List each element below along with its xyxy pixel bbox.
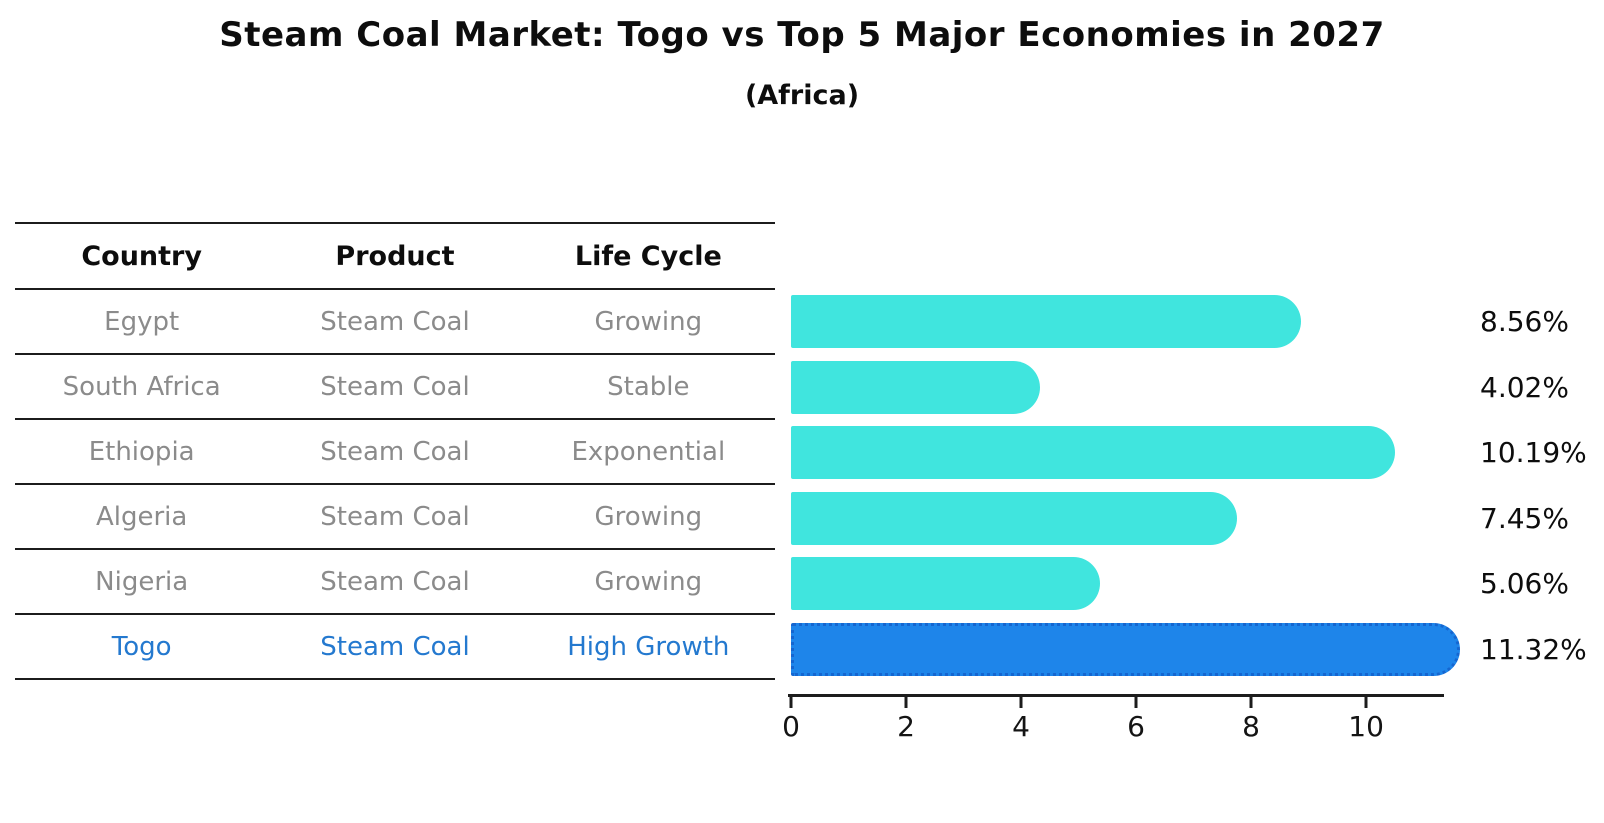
table-row-egypt: Egypt Steam Coal Growing <box>15 290 775 355</box>
x-tick-label-0: 0 <box>782 710 800 743</box>
bar-egypt <box>791 295 1302 348</box>
cell-country-togo: Togo <box>111 631 172 662</box>
table-row-nigeria: Nigeria Steam Coal Growing <box>15 550 775 615</box>
table-row-south-africa: South Africa Steam Coal Stable <box>15 355 775 420</box>
column-header-country: Country <box>81 240 202 272</box>
table-row-togo: Togo Steam Coal High Growth <box>15 615 775 680</box>
value-label-egypt: 8.56% <box>1480 305 1569 338</box>
bar-row-egypt <box>791 289 1442 355</box>
cell-product-nigeria: Steam Coal <box>320 566 470 597</box>
cell-product-egypt: Steam Coal <box>320 306 470 337</box>
bar-row-nigeria <box>791 551 1442 617</box>
x-tick-10 <box>1364 697 1368 708</box>
chart-subtitle: (Africa) <box>744 80 860 111</box>
cell-product-togo: Steam Coal <box>320 631 470 662</box>
bar-nigeria <box>791 557 1100 610</box>
x-tick-0 <box>789 697 793 708</box>
cell-life-cycle-south-africa: Stable <box>607 371 690 402</box>
bar-algeria <box>791 491 1238 545</box>
bar-togo <box>791 622 1460 676</box>
cell-life-cycle-togo: High Growth <box>567 631 730 662</box>
table-header-row: Country Product Life Cycle <box>15 224 775 290</box>
cell-country-south-africa: South Africa <box>62 371 221 402</box>
x-tick-2 <box>904 697 908 708</box>
value-label-algeria: 7.45% <box>1480 501 1569 535</box>
column-header-product: Product <box>335 240 455 272</box>
x-tick-label-10: 10 <box>1348 710 1384 743</box>
x-axis-line <box>788 694 1444 697</box>
cell-life-cycle-algeria: Growing <box>594 501 703 532</box>
comparison-table: Country Product Life Cycle Egypt Steam Coal… <box>15 222 775 680</box>
column-header-life-cycle: Life Cycle <box>574 240 722 272</box>
bar-row-ethiopia <box>791 420 1442 486</box>
bar-row-south-africa <box>791 355 1442 421</box>
x-tick-8 <box>1249 697 1253 708</box>
cell-life-cycle-egypt: Growing <box>594 306 703 337</box>
bar-ethiopia <box>791 426 1395 479</box>
cell-product-ethiopia: Steam Coal <box>320 436 470 467</box>
cell-product-south-africa: Steam Coal <box>320 371 470 402</box>
x-tick-label-2: 2 <box>897 710 915 743</box>
horizontal-bar-chart: 0 2 4 6 8 10 <box>782 289 1460 743</box>
value-label-ethiopia: 10.19% <box>1480 436 1587 469</box>
cell-life-cycle-ethiopia: Exponential <box>571 436 726 467</box>
cell-country-ethiopia: Ethiopia <box>88 436 195 467</box>
cell-life-cycle-nigeria: Growing <box>594 566 703 597</box>
x-tick-4 <box>1019 697 1023 708</box>
chart-title: Steam Coal Market: Togo vs Top 5 Major E… <box>219 15 1385 55</box>
x-tick-label-6: 6 <box>1127 710 1145 743</box>
bar-south-africa <box>791 360 1041 414</box>
value-label-nigeria: 5.06% <box>1480 567 1569 600</box>
cell-product-algeria: Steam Coal <box>320 501 470 532</box>
x-tick-label-4: 4 <box>1012 710 1030 743</box>
x-tick-6 <box>1134 697 1138 708</box>
table-row-algeria: Algeria Steam Coal Growing <box>15 485 775 550</box>
table-body: Egypt Steam Coal Growing South Africa Steam … <box>15 290 775 680</box>
value-label-south-africa: 4.02% <box>1480 370 1569 404</box>
bar-row-togo <box>791 617 1460 683</box>
bar-row-algeria <box>791 486 1442 552</box>
x-tick-label-8: 8 <box>1242 710 1260 743</box>
cell-country-egypt: Egypt <box>104 306 180 337</box>
cell-country-nigeria: Nigeria <box>95 566 189 597</box>
cell-country-algeria: Algeria <box>95 501 188 532</box>
table-row-ethiopia: Ethiopia Steam Coal Exponential <box>15 420 775 485</box>
value-label-togo: 11.32% <box>1480 632 1587 666</box>
